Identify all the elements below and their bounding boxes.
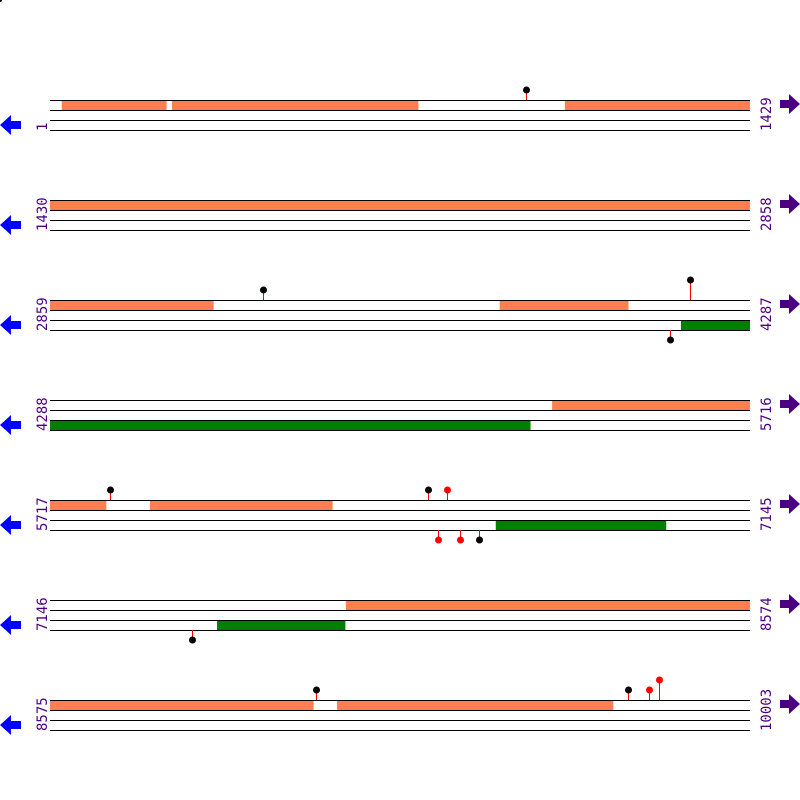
site-marker[interactable] bbox=[656, 676, 663, 684]
site-marker[interactable] bbox=[435, 536, 442, 544]
arrow-left-icon[interactable] bbox=[0, 115, 21, 135]
arrow-right-icon[interactable] bbox=[780, 194, 800, 214]
arrow-right-icon[interactable] bbox=[780, 394, 800, 414]
forward-feature[interactable] bbox=[171, 100, 419, 110]
row-end-label: 10003 bbox=[759, 689, 775, 731]
forward-feature[interactable] bbox=[499, 300, 629, 310]
forward-feature[interactable] bbox=[337, 700, 614, 710]
site-marker[interactable] bbox=[646, 686, 653, 694]
arrow-right-icon[interactable] bbox=[780, 594, 800, 614]
site-marker[interactable] bbox=[425, 486, 432, 494]
site-marker[interactable] bbox=[625, 686, 632, 694]
arrow-left-icon[interactable] bbox=[0, 715, 21, 735]
forward-feature[interactable] bbox=[564, 100, 750, 110]
forward-feature[interactable] bbox=[50, 500, 107, 510]
site-marker[interactable] bbox=[313, 686, 320, 694]
reverse-feature[interactable] bbox=[495, 520, 667, 530]
forward-feature[interactable] bbox=[552, 400, 750, 410]
site-marker[interactable] bbox=[476, 536, 483, 544]
row-end-label: 1429 bbox=[759, 97, 775, 131]
forward-feature[interactable] bbox=[61, 100, 167, 110]
row-start-label: 2859 bbox=[35, 297, 51, 331]
row-start-label: 1 bbox=[35, 123, 51, 131]
forward-feature[interactable] bbox=[345, 600, 750, 610]
arrow-left-icon[interactable] bbox=[0, 615, 21, 635]
reverse-feature[interactable] bbox=[50, 420, 531, 430]
row-end-label: 7145 bbox=[759, 497, 775, 531]
arrow-left-icon[interactable] bbox=[0, 415, 21, 435]
row-end-label: 8574 bbox=[759, 597, 775, 631]
row-start-label: 4288 bbox=[35, 397, 51, 431]
row-end-label: 2858 bbox=[759, 197, 775, 231]
site-marker[interactable] bbox=[189, 636, 196, 644]
reverse-feature[interactable] bbox=[680, 320, 750, 330]
forward-feature[interactable] bbox=[50, 700, 314, 710]
arrow-left-icon[interactable] bbox=[0, 515, 21, 535]
site-marker[interactable] bbox=[457, 536, 464, 544]
site-marker[interactable] bbox=[260, 286, 267, 294]
row-end-label: 4287 bbox=[759, 297, 775, 331]
row-end-label: 5716 bbox=[759, 397, 775, 431]
site-marker[interactable] bbox=[523, 86, 530, 94]
site-marker[interactable] bbox=[667, 336, 674, 344]
arrow-left-icon[interactable] bbox=[0, 215, 21, 235]
row-start-label: 1430 bbox=[35, 197, 51, 231]
forward-feature[interactable] bbox=[50, 300, 214, 310]
arrow-right-icon[interactable] bbox=[780, 294, 800, 314]
arrow-right-icon[interactable] bbox=[780, 694, 800, 714]
arrow-right-icon[interactable] bbox=[780, 494, 800, 514]
site-marker[interactable] bbox=[444, 486, 451, 494]
row-start-label: 7146 bbox=[35, 597, 51, 631]
site-marker[interactable] bbox=[687, 276, 694, 284]
arrow-right-icon[interactable] bbox=[780, 94, 800, 114]
corner-dot bbox=[0, 0, 2, 2]
row-start-label: 5717 bbox=[35, 497, 51, 531]
site-marker[interactable] bbox=[107, 486, 114, 494]
reverse-feature[interactable] bbox=[217, 620, 346, 630]
row-start-label: 8575 bbox=[35, 697, 51, 731]
arrow-left-icon[interactable] bbox=[0, 315, 21, 335]
forward-feature[interactable] bbox=[50, 200, 750, 210]
forward-feature[interactable] bbox=[149, 500, 333, 510]
